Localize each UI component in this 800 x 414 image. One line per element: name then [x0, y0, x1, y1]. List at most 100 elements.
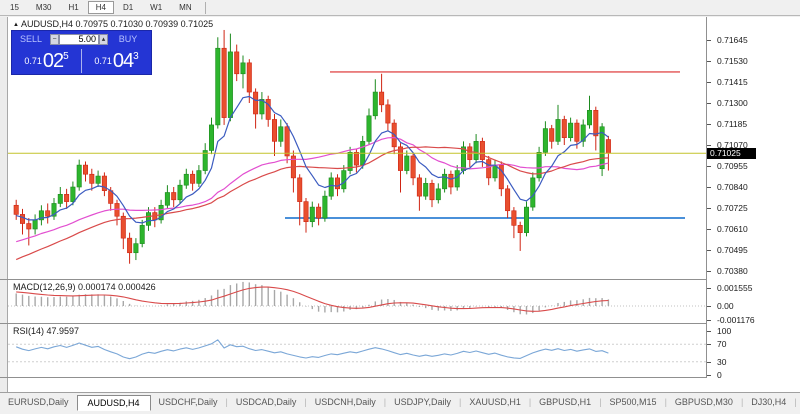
axis-tick [707, 319, 711, 321]
axis-tick [707, 361, 711, 363]
timeframe-button-m30[interactable]: M30 [35, 3, 52, 12]
macd-values: 0.000174 0.000426 [78, 282, 156, 292]
panel-separator [0, 377, 706, 378]
axis-tick [707, 145, 711, 146]
axis-tick-label: 0.71645 [717, 35, 748, 45]
timeframe-button-mn[interactable]: MN [179, 3, 192, 12]
sell-price[interactable]: 0.71 02 5 [12, 47, 81, 75]
symbol-tab-eurusd-daily[interactable]: EURUSD,Daily [8, 397, 69, 407]
buy-price-prefix: 0.71 [94, 56, 112, 66]
axis-tick [707, 229, 711, 230]
tab-separator: | [599, 397, 602, 407]
timeframe-button-d1[interactable]: D1 [122, 3, 134, 12]
chart-area: 0.71025 ▲ AUDUSD,H4 0.70975 0.71030 0.70… [0, 17, 800, 407]
symbol-tab-xauusd-h1[interactable]: XAUUSD,H1 [469, 397, 521, 407]
axis-tick [707, 250, 711, 251]
panel-separator[interactable] [0, 279, 706, 280]
symbol-tab-sp500-m15[interactable]: SP500,M15 [609, 397, 657, 407]
sell-price-prefix: 0.71 [24, 56, 42, 66]
symbol-tab-usdjpy-daily[interactable]: USDJPY,Daily [394, 397, 451, 407]
one-click-trade-panel: SELL − ▴ BUY 0.71 02 5 0.71 04 3 [11, 30, 152, 75]
tab-separator: | [528, 397, 532, 407]
volume-input[interactable] [59, 33, 99, 45]
axis-tick [707, 208, 711, 209]
rsi-value: 47.9597 [46, 326, 80, 336]
symbol-tab-usdcnh-daily[interactable]: USDCNH,Daily [314, 397, 376, 407]
axis-tick-label: 0.70495 [717, 245, 748, 255]
axis-tick-label: 0 [717, 370, 722, 380]
axis-tick [707, 288, 711, 289]
sell-button[interactable]: SELL [19, 34, 43, 44]
axis-tick-label: 0.71530 [717, 56, 748, 66]
symbol-tab-gbpusd-m30[interactable]: GBPUSD,M30 [674, 397, 733, 407]
window-left-edge [0, 17, 8, 392]
rsi-name: RSI(14) [13, 326, 45, 336]
timeframe-button-15[interactable]: 15 [10, 3, 19, 12]
buy-price[interactable]: 0.71 04 3 [82, 47, 151, 75]
price-axis-border [706, 17, 707, 378]
symbol-tab-dj30-h4[interactable]: DJ30,H4 [751, 397, 787, 407]
chart-header: ▲ AUDUSD,H4 0.70975 0.71030 0.70939 0.71… [13, 19, 213, 29]
macd-label: MACD(12,26,9) 0.000174 0.000426 [13, 282, 156, 292]
macd-indicator-chart [8, 281, 706, 315]
symbol-marker-icon: ▲ [13, 22, 19, 28]
panel-separator[interactable] [0, 323, 706, 324]
timeframe-button-h4[interactable]: H4 [87, 1, 114, 14]
timeframe-button-h1[interactable]: H1 [68, 3, 79, 12]
tab-separator: | [740, 397, 744, 407]
axis-tick-label: 0.71185 [717, 119, 748, 129]
axis-tick-label: 0.70380 [717, 266, 748, 276]
tab-separator: | [794, 397, 797, 407]
symbol-tab-tech100-h1[interactable]: TECH100,H1 [797, 395, 800, 409]
macd-name: MACD(12,26,9) [13, 282, 76, 292]
axis-tick-label: 0.70725 [717, 203, 748, 213]
axis-tick-label: 0.71415 [717, 77, 748, 87]
toolbar-separator [204, 1, 206, 14]
buy-button[interactable]: BUY [118, 34, 138, 44]
symbol-tab-audusd-h4[interactable]: AUDUSD,H4 [76, 395, 151, 411]
axis-tick [707, 271, 711, 272]
sell-price-sup: 5 [63, 50, 69, 62]
axis-tick [707, 166, 711, 167]
current-price-label: 0.71025 [707, 147, 756, 159]
axis-tick [707, 187, 711, 188]
tab-separator: | [664, 397, 667, 407]
buy-price-sup: 3 [133, 50, 139, 62]
axis-tick-label: 0.001555 [717, 283, 753, 293]
axis-tick [707, 375, 711, 376]
rsi-label: RSI(14) 47.9597 [13, 326, 79, 336]
timeframe-toolbar: 15 M30 H1 H4 D1 W1 MN [0, 0, 800, 16]
axis-tick [707, 82, 711, 83]
tab-separator: | [304, 397, 307, 407]
axis-tick [707, 61, 711, 62]
axis-tick-label: 0.71300 [717, 98, 748, 108]
symbol-tab-usdchf-daily[interactable]: USDCHF,Daily [158, 397, 218, 407]
axis-tick [707, 40, 711, 41]
axis-tick-label: 0.00 [717, 301, 734, 311]
timeframe-button-w1[interactable]: W1 [150, 3, 163, 12]
axis-tick-label: 0.71070 [717, 140, 748, 150]
tab-separator: | [225, 397, 228, 407]
symbol-tab-gbpusd-h1[interactable]: GBPUSD,H1 [539, 397, 592, 407]
candlestick-chart [8, 29, 706, 264]
axis-tick-label: 70 [717, 339, 727, 350]
axis-tick-label: 30 [717, 356, 727, 367]
price-divider [81, 49, 82, 73]
volume-increase-button[interactable]: ▴ [99, 33, 108, 45]
volume-decrease-button[interactable]: − [50, 33, 59, 45]
axis-tick [707, 306, 711, 307]
tab-separator: | [383, 397, 387, 407]
axis-tick [707, 124, 711, 125]
symbol-tab-usdcad-daily[interactable]: USDCAD,Daily [235, 397, 297, 407]
axis-tick-label: 0.70610 [717, 224, 748, 234]
axis-tick [707, 344, 711, 346]
axis-tick [707, 331, 711, 332]
axis-tick [707, 103, 711, 104]
axis-tick-label: 100 [717, 326, 732, 336]
symbol-tab-bar: EURUSD,Daily AUDUSD,H4 USDCHF,Daily | USDCAD… [0, 392, 800, 414]
axis-tick-label: -0.001176 [717, 314, 755, 325]
sell-price-big: 02 [42, 49, 64, 72]
axis-tick-label: 0.70955 [717, 161, 748, 171]
rsi-indicator-chart [8, 339, 706, 363]
